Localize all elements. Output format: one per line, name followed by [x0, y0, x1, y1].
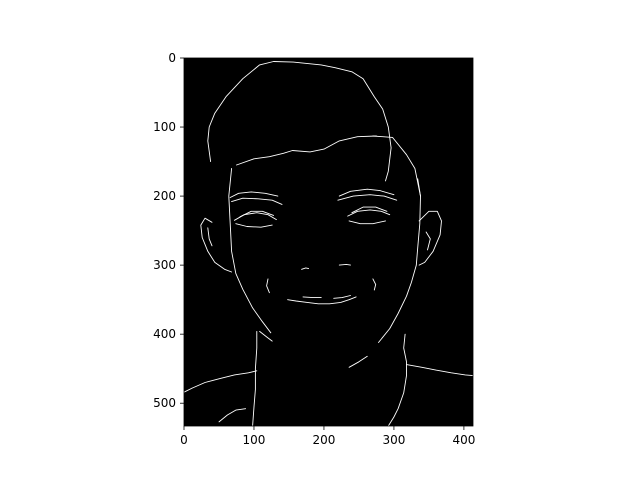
edge-nose-right	[338, 263, 351, 266]
x-tick-label: 200	[312, 433, 335, 447]
edge-right-eyebrow-bottom	[337, 194, 398, 201]
edge-right-eye-upper	[347, 209, 391, 217]
edge-chin-mark-left	[259, 330, 273, 342]
edge-left-cheek-line	[266, 278, 270, 294]
y-tick-label: 500	[153, 396, 176, 410]
y-tick-label: 0	[168, 51, 176, 65]
axes-frame	[183, 57, 474, 427]
y-tick-label: 400	[153, 327, 176, 341]
edge-hairline	[236, 135, 377, 166]
edge-mouth-upper	[302, 296, 322, 299]
edge-right-ear	[418, 210, 442, 266]
edge-left-eyebrow-top	[229, 191, 279, 198]
edge-right-ear-inner	[425, 231, 431, 251]
edge-left-ear	[200, 217, 233, 273]
edge-right-eyebrow-top	[338, 188, 395, 197]
x-tick-label: 0	[180, 433, 188, 447]
y-tick-label: 100	[153, 120, 176, 134]
edge-right-cheek-line	[372, 278, 377, 291]
edge-mouth-upper-right	[333, 295, 351, 299]
edge-nose-left	[301, 267, 310, 270]
y-tick-label: 200	[153, 189, 176, 203]
edge-right-eye-lid	[351, 206, 388, 214]
edge-left-eyebrow-bottom	[231, 197, 283, 205]
y-axis: 0 100 200 300 400 500	[153, 51, 184, 410]
edge-left-face-edge	[228, 168, 272, 334]
edge-hair-outline	[207, 61, 392, 182]
edge-right-face-edge	[378, 178, 421, 343]
edge-right-eye-lower	[348, 220, 386, 225]
x-tick-label: 300	[382, 433, 405, 447]
edge-neck-left	[252, 330, 258, 427]
edge-left-shoulder	[183, 370, 258, 393]
image-background	[184, 58, 473, 426]
edge-neck-right	[387, 333, 407, 427]
edge-left-eye-lower	[235, 223, 273, 228]
x-axis: 0 100 200 300 400	[180, 426, 475, 447]
edge-chin-mark-right	[348, 355, 368, 368]
x-tick-label: 100	[243, 433, 266, 447]
edge-layer	[183, 61, 474, 427]
edge-left-eye-lid	[239, 210, 275, 218]
edge-right-shoulder	[406, 364, 474, 377]
edge-mouth	[287, 296, 357, 305]
edge-collar-left	[218, 408, 247, 423]
x-tick-label: 400	[452, 433, 475, 447]
edge-hairline-right	[372, 135, 421, 197]
edge-left-ear-inner	[207, 227, 213, 247]
y-tick-label: 300	[153, 258, 176, 272]
